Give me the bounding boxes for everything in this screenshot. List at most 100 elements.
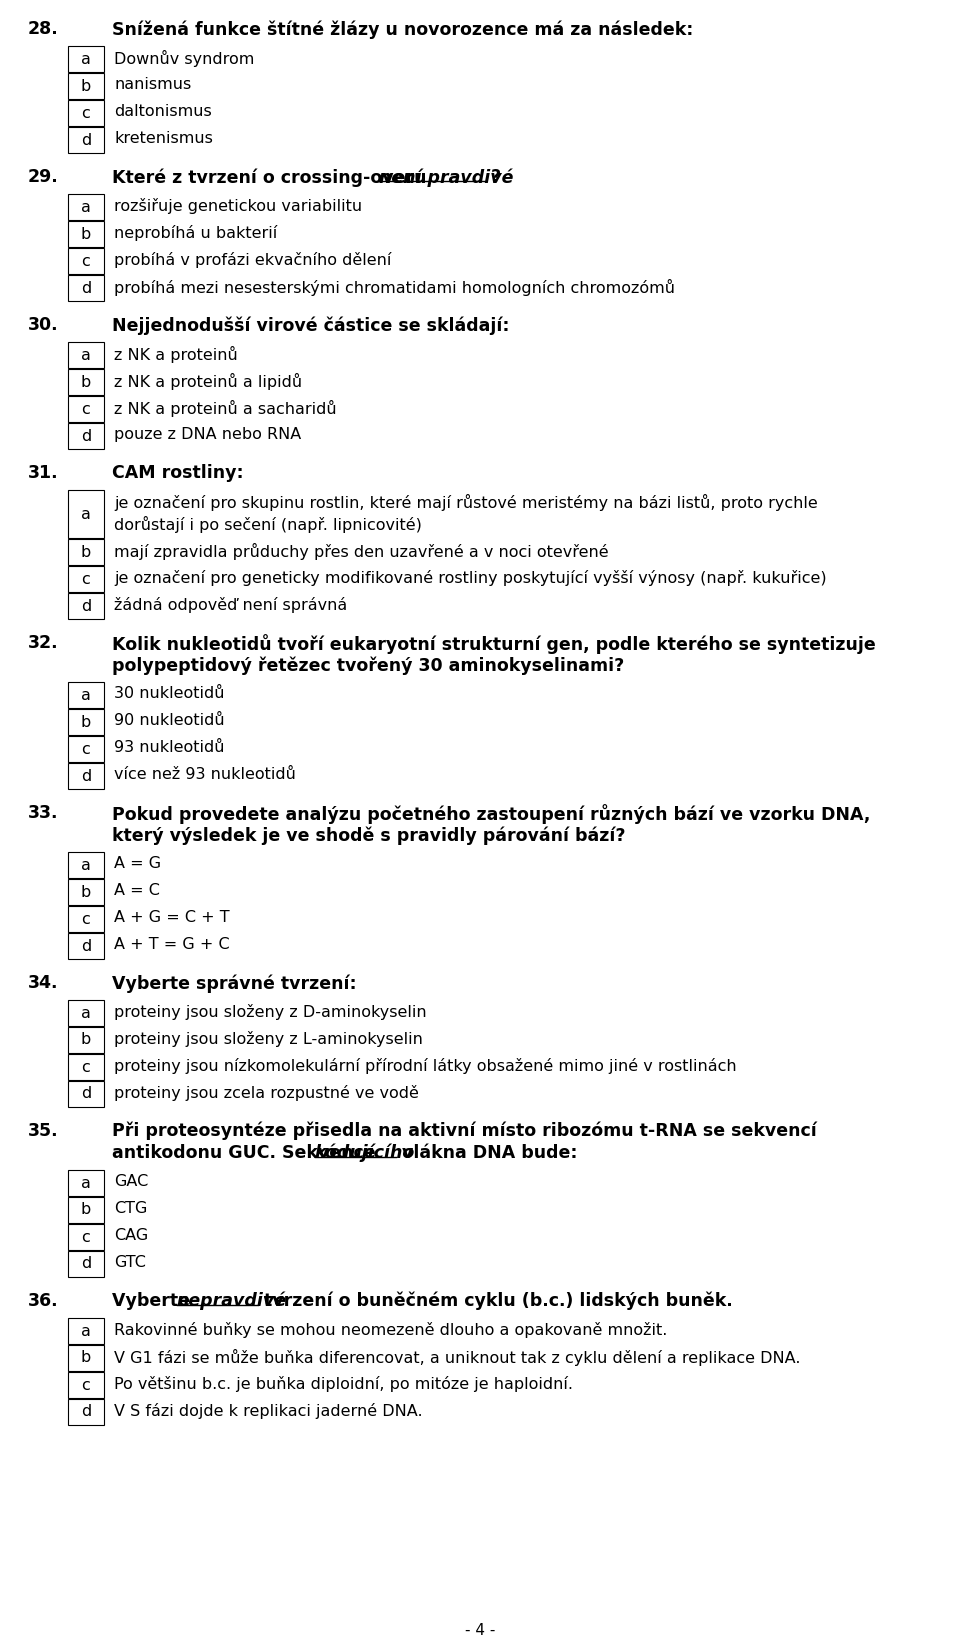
Text: Kolik nukleotidů tvoří eukaryotní strukturní gen, podle kterého se syntetizuje: Kolik nukleotidů tvoří eukaryotní strukt…	[112, 634, 876, 654]
Text: a: a	[81, 51, 91, 66]
Text: nepravdivé: nepravdivé	[177, 1292, 287, 1310]
FancyBboxPatch shape	[68, 593, 104, 620]
Text: c: c	[82, 911, 90, 926]
Text: c: c	[82, 572, 90, 587]
Text: d: d	[81, 598, 91, 613]
FancyBboxPatch shape	[68, 933, 104, 959]
Text: antikodonu GUC. Sekvence: antikodonu GUC. Sekvence	[112, 1144, 382, 1162]
Text: polypeptidový řetězec tvořený 30 aminokyselinami?: polypeptidový řetězec tvořený 30 aminoky…	[112, 656, 624, 674]
Text: 31.: 31.	[28, 465, 59, 481]
FancyBboxPatch shape	[68, 852, 104, 878]
Text: 36.: 36.	[28, 1292, 59, 1310]
Text: probíhá v profázi ekvačního dělení: probíhá v profázi ekvačního dělení	[114, 252, 392, 269]
Text: d: d	[81, 280, 91, 295]
FancyBboxPatch shape	[68, 1055, 104, 1079]
Text: d: d	[81, 132, 91, 148]
Text: vlákna DNA bude:: vlákna DNA bude:	[396, 1144, 577, 1162]
Text: d: d	[81, 1256, 91, 1272]
Text: proteiny jsou složeny z D-aminokyselin: proteiny jsou složeny z D-aminokyselin	[114, 1004, 426, 1020]
Text: CAG: CAG	[114, 1228, 148, 1243]
FancyBboxPatch shape	[68, 1345, 104, 1371]
Text: Downův syndrom: Downův syndrom	[114, 49, 254, 68]
FancyBboxPatch shape	[68, 539, 104, 565]
Text: c: c	[82, 254, 90, 269]
Text: A + T = G + C: A + T = G + C	[114, 938, 229, 953]
Text: proteiny jsou složeny z L-aminokyselin: proteiny jsou složeny z L-aminokyselin	[114, 1032, 422, 1046]
Text: CAM rostliny:: CAM rostliny:	[112, 465, 244, 481]
Text: b: b	[81, 374, 91, 389]
Text: 30.: 30.	[28, 316, 59, 335]
FancyBboxPatch shape	[68, 247, 104, 274]
FancyBboxPatch shape	[68, 46, 104, 73]
Text: b: b	[81, 1203, 91, 1218]
Text: d: d	[81, 938, 91, 954]
Text: 93 nukleotidů: 93 nukleotidů	[114, 740, 225, 755]
Text: a: a	[81, 506, 91, 521]
Text: GTC: GTC	[114, 1256, 146, 1271]
Text: c: c	[82, 105, 90, 120]
Text: d: d	[81, 428, 91, 443]
FancyBboxPatch shape	[68, 1373, 104, 1398]
FancyBboxPatch shape	[68, 396, 104, 422]
Text: d: d	[81, 768, 91, 783]
FancyBboxPatch shape	[68, 1399, 104, 1426]
FancyBboxPatch shape	[68, 1224, 104, 1249]
Text: b: b	[81, 544, 91, 560]
Text: neprobíhá u bakterií: neprobíhá u bakterií	[114, 226, 277, 241]
Text: probíhá mezi nesesterskými chromatidami homologních chromozómů: probíhá mezi nesesterskými chromatidami …	[114, 279, 675, 297]
Text: CTG: CTG	[114, 1201, 148, 1216]
FancyBboxPatch shape	[68, 73, 104, 99]
Text: 32.: 32.	[28, 634, 59, 653]
Text: Rakovinné buňky se mohou neomezeně dlouho a opakovaně množit.: Rakovinné buňky se mohou neomezeně dlouh…	[114, 1322, 667, 1338]
Text: c: c	[82, 1060, 90, 1074]
Text: b: b	[81, 1350, 91, 1366]
FancyBboxPatch shape	[68, 489, 104, 537]
Text: GAC: GAC	[114, 1173, 148, 1188]
Text: A = G: A = G	[114, 855, 161, 872]
Text: 90 nukleotidů: 90 nukleotidů	[114, 714, 225, 728]
Text: A + G = C + T: A + G = C + T	[114, 910, 229, 925]
Text: Snížená funkce štítné žlázy u novorozence má za následek:: Snížená funkce štítné žlázy u novorozenc…	[112, 20, 693, 38]
Text: a: a	[81, 348, 91, 363]
Text: Nejjednodušší virové částice se skládají:: Nejjednodušší virové částice se skládají…	[112, 316, 510, 335]
Text: 29.: 29.	[28, 168, 59, 186]
Text: a: a	[81, 687, 91, 702]
FancyBboxPatch shape	[68, 763, 104, 789]
FancyBboxPatch shape	[68, 682, 104, 709]
Text: nanismus: nanismus	[114, 77, 191, 92]
Text: a: a	[81, 1005, 91, 1020]
FancyBboxPatch shape	[68, 1251, 104, 1277]
Text: d: d	[81, 1404, 91, 1419]
Text: žádná odpověď není správná: žádná odpověď není správná	[114, 597, 348, 613]
Text: Pokud provedete analýzu početného zastoupení různých bází ve vzorku DNA,: Pokud provedete analýzu početného zastou…	[112, 804, 871, 824]
FancyBboxPatch shape	[68, 101, 104, 125]
Text: Po většinu b.c. je buňka diploidní, po mitóze je haploidní.: Po většinu b.c. je buňka diploidní, po m…	[114, 1376, 573, 1393]
Text: c: c	[82, 1229, 90, 1244]
Text: d: d	[81, 1086, 91, 1101]
Text: tvrzení o buněčném cyklu (b.c.) lidských buněk.: tvrzení o buněčném cyklu (b.c.) lidských…	[258, 1292, 732, 1310]
FancyBboxPatch shape	[68, 424, 104, 448]
Text: A = C: A = C	[114, 883, 160, 898]
Text: c: c	[82, 742, 90, 756]
Text: 30 nukleotidů: 30 nukleotidů	[114, 686, 225, 700]
FancyBboxPatch shape	[68, 1196, 104, 1223]
FancyBboxPatch shape	[68, 194, 104, 219]
Text: a: a	[81, 1175, 91, 1190]
FancyBboxPatch shape	[68, 275, 104, 302]
Text: více než 93 nukleotidů: více než 93 nukleotidů	[114, 766, 296, 783]
FancyBboxPatch shape	[68, 127, 104, 153]
Text: z NK a proteinů a lipidů: z NK a proteinů a lipidů	[114, 372, 302, 391]
Text: Vyberte správné tvrzení:: Vyberte správné tvrzení:	[112, 974, 356, 992]
FancyBboxPatch shape	[68, 1318, 104, 1345]
FancyBboxPatch shape	[68, 1027, 104, 1053]
Text: V S fázi dojde k replikaci jaderné DNA.: V S fázi dojde k replikaci jaderné DNA.	[114, 1402, 422, 1419]
Text: kretenismus: kretenismus	[114, 130, 213, 147]
Text: b: b	[81, 885, 91, 900]
Text: daltonismus: daltonismus	[114, 104, 212, 119]
FancyBboxPatch shape	[68, 737, 104, 761]
FancyBboxPatch shape	[68, 878, 104, 905]
FancyBboxPatch shape	[68, 906, 104, 933]
Text: z NK a proteinů: z NK a proteinů	[114, 346, 238, 363]
Text: c: c	[82, 402, 90, 417]
Text: 34.: 34.	[28, 974, 59, 992]
